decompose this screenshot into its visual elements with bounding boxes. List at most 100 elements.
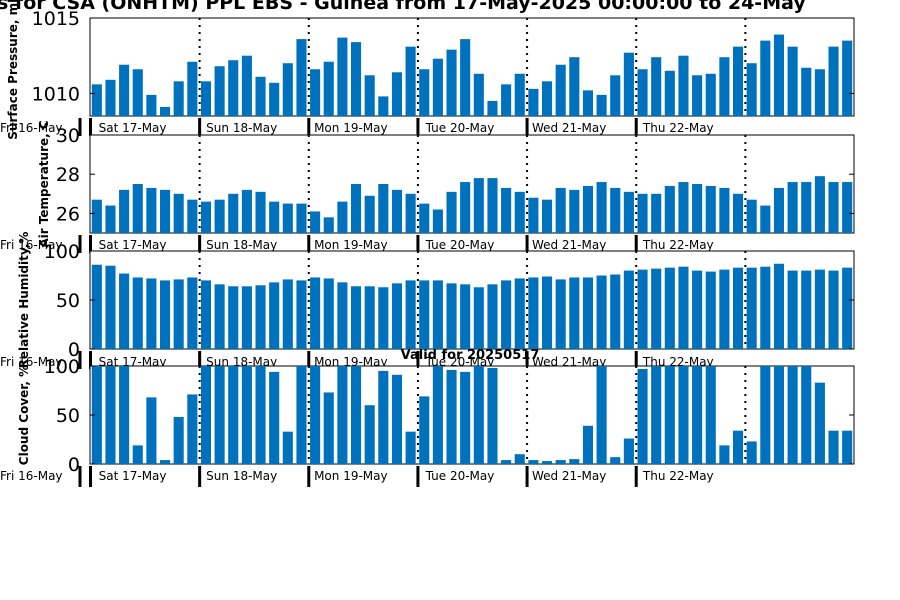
day-label: Tue 20-May [425, 238, 495, 252]
bar [228, 60, 239, 116]
bar [310, 69, 321, 116]
bar [105, 366, 116, 464]
bar [119, 273, 130, 349]
bar [773, 263, 785, 349]
bar [705, 271, 716, 349]
bar [119, 366, 130, 464]
bar [241, 189, 252, 233]
bar [501, 460, 512, 464]
bar [310, 277, 321, 349]
bar [487, 367, 498, 464]
bar [391, 189, 403, 233]
bar [801, 182, 812, 233]
day-label: Mon 19-May [314, 238, 388, 252]
bar [214, 284, 225, 349]
bar [787, 366, 798, 464]
bar [692, 75, 703, 116]
bar [787, 182, 798, 233]
bar [732, 430, 744, 464]
bar [692, 366, 703, 464]
bar [732, 46, 744, 116]
bar [746, 441, 757, 464]
bar [678, 182, 689, 233]
bar [746, 63, 757, 116]
bar [119, 189, 130, 233]
bar [432, 280, 443, 349]
bar [760, 40, 771, 117]
bar [405, 46, 416, 116]
y-tick-label: 26 [56, 203, 80, 225]
bar [173, 416, 184, 464]
bar [105, 79, 116, 116]
bar [610, 457, 621, 464]
bar [514, 191, 525, 233]
bar [637, 269, 648, 349]
bar [487, 284, 498, 349]
bar [173, 193, 184, 233]
bar [269, 282, 280, 349]
valid-label: Valid for 20250517 [401, 348, 540, 363]
day-label: Tue 20-May [425, 121, 495, 135]
bar [282, 431, 293, 464]
bar [528, 88, 539, 116]
bar [514, 278, 525, 349]
day-label: Mon 19-May [314, 469, 388, 483]
bar [146, 94, 157, 116]
bar [842, 430, 853, 464]
bar [501, 280, 512, 349]
figure-title: s for CSA (ONHTM) PPL EBS - Guinea from … [0, 0, 806, 14]
bar [637, 368, 648, 464]
bar [378, 370, 389, 464]
start-date-label: Fri 16-May [0, 238, 63, 252]
start-date-label: Fri 16-May [0, 121, 63, 135]
bar [364, 75, 375, 116]
bar [310, 211, 321, 233]
bar [719, 445, 730, 464]
bar [555, 460, 566, 464]
day-label: Sat 17-May [99, 238, 167, 252]
bar [132, 69, 143, 116]
bar [214, 366, 225, 464]
bar [200, 201, 212, 233]
bar [405, 193, 416, 233]
bar [623, 52, 634, 116]
bar [705, 366, 716, 464]
bar [282, 279, 293, 349]
bar [187, 199, 198, 233]
bar [814, 176, 825, 233]
bar [664, 70, 675, 116]
bar [391, 374, 403, 464]
bar [391, 72, 403, 116]
bar [159, 280, 171, 349]
bar [555, 64, 566, 116]
bar [637, 69, 648, 116]
bar [173, 279, 184, 349]
bar [187, 394, 198, 464]
bar [801, 366, 812, 464]
bar [746, 267, 757, 349]
y-tick-label: 1010 [32, 83, 80, 105]
bar [419, 396, 430, 464]
y-tick-label: 100 [44, 241, 80, 263]
day-label: Tue 20-May [425, 469, 495, 483]
bar [337, 282, 348, 349]
bar [623, 438, 634, 464]
bar [610, 274, 621, 349]
bar [692, 270, 703, 349]
bar [241, 55, 252, 116]
bar [541, 461, 553, 464]
bar [760, 266, 771, 349]
day-label: Sat 17-May [99, 469, 167, 483]
bar [460, 284, 471, 349]
bar [719, 269, 730, 349]
bar [582, 277, 594, 349]
day-label: Thu 22-May [642, 121, 714, 135]
bar [814, 269, 825, 349]
bar [323, 392, 334, 464]
bar [651, 57, 662, 116]
bar [773, 187, 785, 233]
day-label: Mon 19-May [314, 121, 388, 135]
bar [296, 203, 307, 233]
bar [828, 182, 839, 233]
bar [419, 280, 430, 349]
